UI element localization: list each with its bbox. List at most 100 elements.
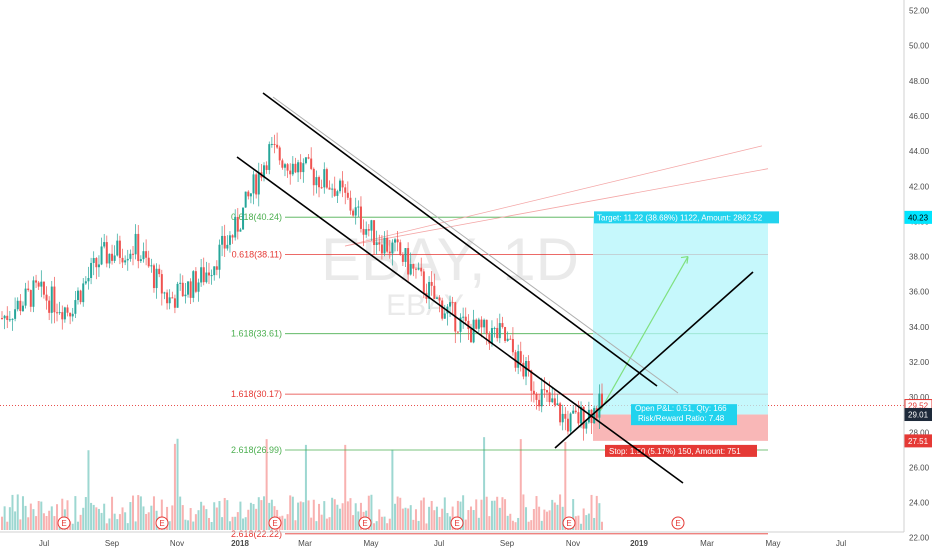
volume-bar: [126, 523, 129, 530]
volume-bar: [532, 509, 535, 530]
candle-body: [218, 244, 221, 270]
earnings-marker-label: E: [675, 519, 680, 528]
candle-body: [108, 253, 111, 264]
volume-bar: [95, 507, 98, 530]
earnings-marker[interactable]: [57, 516, 71, 530]
volume-bar: [338, 508, 341, 530]
candle-body: [354, 207, 357, 216]
candle-body: [564, 413, 567, 419]
volume-bar: [580, 523, 583, 530]
volume-bar: [449, 516, 452, 530]
volume-bar: [373, 523, 376, 530]
earnings-marker[interactable]: [562, 516, 576, 530]
candle-body: [566, 418, 569, 432]
candle-body: [538, 399, 541, 407]
candle-body: [291, 163, 294, 175]
candle-body: [14, 309, 17, 319]
volume-bar: [504, 499, 507, 530]
candle-body: [171, 297, 174, 299]
earnings-marker-label: E: [362, 519, 367, 528]
candle-body: [6, 315, 9, 320]
candle-body: [97, 264, 100, 268]
volume-bar: [404, 507, 407, 530]
volume-bar: [168, 521, 171, 530]
volume-bar: [420, 500, 423, 530]
volume-bar: [76, 521, 79, 530]
candle-body: [459, 317, 462, 332]
volume-bar: [145, 513, 148, 530]
candle-body: [35, 280, 38, 283]
time-axis[interactable]: Jul Sep Nov 2018 Mar May Jul Sep Nov 2019 Mar May Ju…: [0, 531, 904, 548]
candle-body: [559, 403, 562, 423]
price-axis[interactable]: 22.00 24.00 26.00 28.00 30.00 32.00 34.00 36.00…: [903, 0, 932, 543]
volume-bar: [425, 523, 428, 530]
candle-body: [21, 305, 24, 312]
candle-body: [501, 323, 504, 328]
earnings-marker[interactable]: [450, 516, 464, 530]
time-tick-label: Jul: [434, 539, 444, 548]
price-tick-label: 22.00: [909, 534, 930, 543]
candlesticks: [1, 132, 603, 441]
candle-body: [304, 157, 307, 164]
volume-bar: [446, 512, 449, 530]
volume-bar: [318, 503, 321, 530]
candle-body: [530, 370, 533, 391]
candle-body: [357, 206, 360, 208]
trend-line[interactable]: [554, 271, 754, 449]
candle-body: [48, 300, 51, 313]
volume-bar: [27, 517, 30, 530]
volume-bar: [42, 513, 45, 530]
trend-line[interactable]: [262, 92, 658, 387]
candle-body: [37, 282, 40, 287]
earnings-marker[interactable]: [268, 516, 282, 530]
volume-bar: [66, 500, 69, 530]
earnings-marker[interactable]: [671, 516, 685, 530]
price-tick-label: 36.00: [909, 288, 930, 297]
trend-line[interactable]: [236, 156, 684, 484]
candle-body: [82, 283, 85, 303]
candle-body: [121, 257, 124, 263]
candle-body: [572, 410, 575, 414]
volume-bar: [150, 505, 153, 530]
volume-bar: [417, 520, 420, 530]
volume-bar: [207, 517, 210, 530]
candle-body: [352, 210, 355, 216]
candle-body: [548, 392, 551, 403]
candle-body: [249, 193, 252, 197]
volume-bar: [56, 504, 59, 530]
volume-bar: [435, 506, 438, 530]
candle-body: [29, 290, 32, 307]
volume-bar: [519, 439, 522, 530]
candle-body: [126, 258, 129, 261]
volume-bar: [522, 494, 525, 530]
price-tick-label: 26.00: [909, 463, 930, 472]
candle-body: [498, 323, 501, 339]
volume-bar: [378, 509, 381, 530]
candle-body: [378, 242, 381, 245]
trend-line[interactable]: [272, 96, 679, 394]
candle-body: [543, 389, 546, 391]
price-tick-label: 38.00: [909, 253, 930, 262]
candle-body: [556, 403, 559, 406]
candle-body: [234, 216, 237, 238]
time-tick-label: Sep: [105, 539, 120, 548]
fib-extension-levels: 0.618(40.24) 0.618(38.11) 1.618(33.61) 1.61…: [231, 145, 769, 539]
volume-bar: [543, 509, 546, 530]
earnings-marker[interactable]: [358, 516, 372, 530]
volume-bar: [283, 518, 286, 530]
volume-bar: [302, 502, 305, 530]
volume-bar: [202, 505, 205, 530]
trend-lines[interactable]: [236, 92, 754, 484]
volume-bar: [561, 506, 564, 530]
candle-body: [315, 177, 318, 186]
candle-body: [456, 331, 459, 333]
volume-bar: [21, 496, 24, 530]
time-tick-label: May: [363, 539, 378, 548]
earnings-marker[interactable]: [155, 516, 169, 530]
long-position-tool[interactable]: Target: 11.22 (38.68%) 1122, Amount: 286…: [593, 211, 779, 457]
volume-bar: [428, 506, 431, 530]
candle-body: [294, 163, 297, 173]
candle-body: [152, 265, 155, 289]
